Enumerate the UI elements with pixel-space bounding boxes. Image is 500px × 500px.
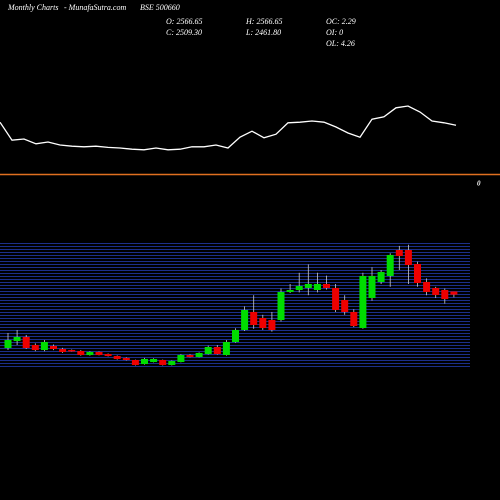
candle-body bbox=[150, 358, 158, 363]
candle-body bbox=[122, 357, 130, 360]
candle-body bbox=[104, 354, 112, 357]
candle-body bbox=[286, 289, 294, 293]
candle-body bbox=[168, 361, 176, 365]
open-value: O: 2566.65 bbox=[166, 17, 202, 26]
candle-body bbox=[4, 340, 12, 349]
candle-body bbox=[386, 254, 394, 276]
candle-body bbox=[95, 351, 103, 356]
price-line bbox=[0, 105, 457, 151]
candle-body bbox=[277, 292, 285, 321]
candle-body bbox=[323, 284, 330, 288]
candle-body bbox=[368, 275, 376, 298]
candle-body bbox=[204, 347, 212, 354]
symbol: BSE 500660 bbox=[140, 3, 180, 12]
candle-body bbox=[295, 286, 303, 290]
candle-body bbox=[250, 312, 258, 325]
candle-body bbox=[31, 344, 39, 351]
candle-body bbox=[131, 359, 139, 365]
candle-body bbox=[113, 356, 121, 359]
site-name: - MunafaSutra.com bbox=[64, 3, 126, 12]
low-value: L: 2461.80 bbox=[245, 28, 281, 37]
candle-body bbox=[22, 336, 30, 349]
candle-body bbox=[177, 355, 185, 363]
ol-value: OL: 4.26 bbox=[326, 39, 355, 48]
candle-body bbox=[241, 309, 249, 330]
candle-body bbox=[332, 287, 340, 310]
candle-body bbox=[222, 342, 230, 356]
candle-body bbox=[213, 347, 221, 354]
candle-body bbox=[359, 275, 367, 329]
candle-body bbox=[40, 342, 48, 351]
candle-body bbox=[350, 312, 358, 326]
candle-body bbox=[59, 349, 67, 352]
oi-value: OI: 0 bbox=[326, 28, 343, 37]
candle-body bbox=[313, 284, 321, 290]
chart-title: Monthly Charts bbox=[7, 3, 58, 12]
candle-body bbox=[50, 345, 57, 350]
candle-body bbox=[195, 352, 203, 358]
high-value: H: 2566.65 bbox=[245, 17, 282, 26]
candle-body bbox=[395, 250, 403, 256]
candle-body bbox=[304, 284, 312, 288]
candle-body bbox=[77, 350, 85, 356]
candle-body bbox=[341, 300, 349, 312]
close-value: C: 2509.30 bbox=[166, 28, 202, 37]
oc-value: OC: 2.29 bbox=[326, 17, 356, 26]
candle-body bbox=[68, 350, 76, 352]
candle-body bbox=[159, 359, 167, 365]
candle-body bbox=[86, 351, 94, 356]
candle-body bbox=[414, 264, 421, 283]
candle-body bbox=[450, 291, 458, 295]
zero-label: 0 bbox=[477, 180, 481, 188]
candle-body bbox=[423, 281, 431, 293]
candle-body bbox=[268, 320, 276, 330]
candle-body bbox=[232, 329, 239, 343]
candle-body bbox=[377, 272, 385, 282]
candle-body bbox=[259, 317, 267, 329]
candle-body bbox=[186, 355, 194, 358]
candle-body bbox=[441, 289, 449, 300]
candle-body bbox=[141, 358, 148, 365]
candle-body bbox=[13, 336, 21, 342]
candle-body bbox=[404, 250, 412, 266]
candle-body bbox=[432, 287, 440, 295]
